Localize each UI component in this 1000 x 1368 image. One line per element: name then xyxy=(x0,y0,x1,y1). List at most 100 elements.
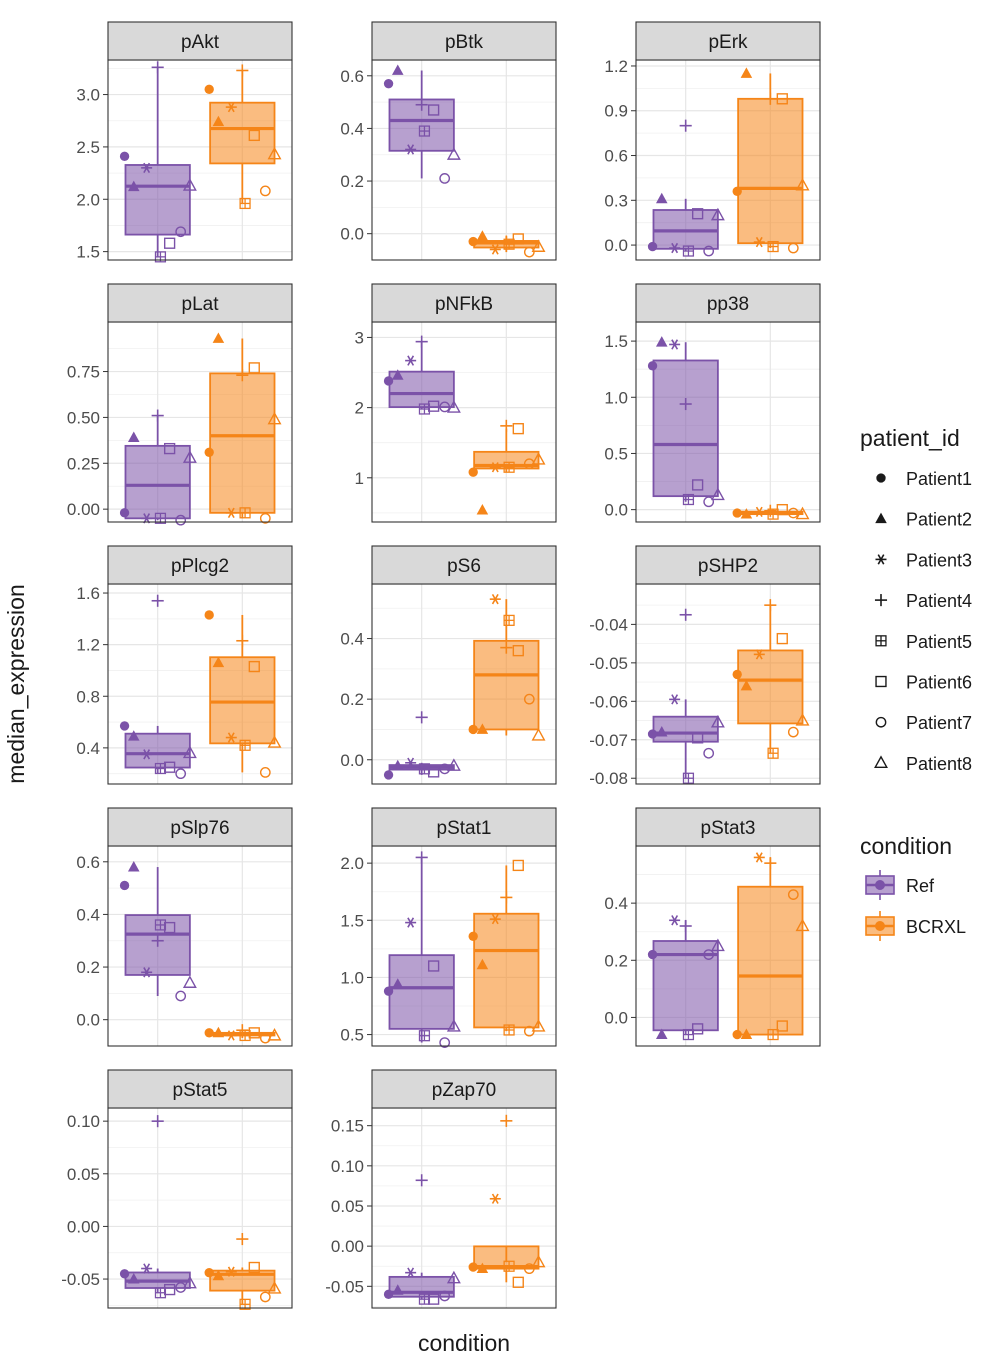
point-Patient8 xyxy=(267,146,282,160)
strip-label: pAkt xyxy=(181,32,220,53)
point-Patient6 xyxy=(512,645,524,657)
point-Patient1 xyxy=(204,1028,214,1038)
y-tick-label: 0.75 xyxy=(67,363,100,382)
y-tick-label: 0.05 xyxy=(67,1165,100,1184)
point-Patient3-stroke xyxy=(143,967,151,978)
point-Patient6 xyxy=(512,423,524,435)
point-Patient4 xyxy=(151,61,164,74)
panel-background xyxy=(372,322,556,522)
point-Patient8 xyxy=(182,1275,197,1289)
point-Patient8 xyxy=(795,506,810,520)
point-Patient2 xyxy=(476,1262,489,1274)
point-Patient7 xyxy=(175,768,187,780)
legend-patient-label: Patient8 xyxy=(906,754,972,774)
point-Patient4 xyxy=(415,98,428,111)
legend-key-shape xyxy=(875,554,887,565)
y-tick-label: -0.05 xyxy=(589,654,628,673)
box-BCRXL xyxy=(204,1233,282,1310)
panel-pSHP2: -0.08 -0.07 -0.06 -0.05 -0.04 pSHP2 xyxy=(589,545,821,788)
point-Patient7 xyxy=(175,226,187,238)
point-Patient4 xyxy=(500,419,513,432)
panel-pStat1: 0.5 1.0 1.5 2.0 pStat1 xyxy=(340,807,557,1048)
point-Patient3-stroke xyxy=(407,355,415,366)
point-Patient8 xyxy=(710,207,725,221)
point-Patient7 xyxy=(523,693,535,705)
legend-patient-label: Patient7 xyxy=(906,713,972,733)
box-Ref xyxy=(383,64,461,184)
point-Patient5 xyxy=(682,493,695,506)
point-Patient7 xyxy=(703,949,715,960)
point-Patient3-stroke xyxy=(671,915,679,926)
y-tick-label: 0.6 xyxy=(604,147,628,166)
point-Patient2 xyxy=(212,656,225,668)
y-tick-label: 0.25 xyxy=(67,454,100,473)
y-tick-label: 0.2 xyxy=(340,172,364,191)
point-Patient7 xyxy=(787,889,799,900)
point-Patient3-stroke xyxy=(227,101,235,113)
point-Patient6 xyxy=(427,104,440,116)
legend-patient-Patient1: Patient1 xyxy=(876,469,972,489)
point-Patient2 xyxy=(740,508,753,519)
point-Patient6 xyxy=(776,503,788,516)
point-Patient5 xyxy=(418,125,431,137)
panel-pStat5: -0.05 0.00 0.05 0.10 pStat5 xyxy=(61,1069,293,1310)
box-body xyxy=(737,885,804,1036)
point-Patient2 xyxy=(655,192,668,204)
point-Patient3-stroke xyxy=(227,1266,235,1277)
point-Patient1 xyxy=(468,467,478,477)
strip-label: pp38 xyxy=(707,294,749,315)
box-Ref xyxy=(647,336,725,508)
point-Patient3 xyxy=(141,967,153,978)
point-Patient4 xyxy=(764,504,777,517)
strip-label: pPlcg2 xyxy=(171,556,229,577)
point-Patient2 xyxy=(391,978,404,989)
y-tick-label: 0.9 xyxy=(604,102,628,121)
point-Patient7 xyxy=(175,514,187,526)
point-Patient2 xyxy=(212,115,225,127)
strip-background xyxy=(371,283,557,323)
point-Patient8 xyxy=(267,1027,282,1041)
point-Patient4 xyxy=(500,235,513,248)
point-Patient8 xyxy=(531,1019,546,1032)
point-Patient4 xyxy=(236,634,249,647)
point-Patient6 xyxy=(163,237,176,249)
point-Patient2 xyxy=(655,336,668,347)
point-Patient5 xyxy=(239,739,251,751)
legend-patient-Patient4: Patient4 xyxy=(874,591,972,611)
point-Patient7 xyxy=(439,401,451,413)
y-tick-label: 0.10 xyxy=(331,1157,364,1176)
point-Patient6 xyxy=(427,400,440,412)
box-body xyxy=(473,639,540,731)
point-Patient3 xyxy=(669,694,681,705)
legend-title-patient: patient_id xyxy=(860,425,960,451)
point-Patient3-stroke xyxy=(407,757,415,768)
y-tick-label: 1.0 xyxy=(340,968,364,987)
legend-key-shape-stroke xyxy=(877,554,885,565)
point-Patient1 xyxy=(204,610,214,620)
box-BCRXL xyxy=(204,1024,282,1044)
strip-label: pLat xyxy=(182,294,220,315)
legend: patient_id Patient1Patient2Patient3Patie… xyxy=(860,425,972,941)
point-Patient3 xyxy=(669,339,681,350)
box-BCRXL xyxy=(204,64,282,210)
point-Patient3-stroke xyxy=(407,144,415,155)
point-Patient4 xyxy=(415,1174,428,1187)
y-tick-label: 0.50 xyxy=(67,408,100,427)
point-Patient4 xyxy=(500,641,513,654)
point-Patient2 xyxy=(127,180,140,192)
strip-background xyxy=(635,807,821,847)
point-Patient1 xyxy=(647,241,658,252)
y-axis-title: median_expression xyxy=(3,584,29,783)
point-Patient7 xyxy=(439,173,451,184)
point-Patient6 xyxy=(512,859,524,872)
y-tick-label: 0.0 xyxy=(340,751,364,770)
point-Patient1 xyxy=(647,361,658,371)
point-Patient1 xyxy=(119,880,130,891)
point-Patient5 xyxy=(767,747,779,759)
y-tick-label: 0.00 xyxy=(67,500,100,519)
point-Patient3 xyxy=(141,749,153,760)
strip-background xyxy=(635,545,821,585)
point-Patient6 xyxy=(248,660,260,673)
point-Patient3 xyxy=(489,244,501,255)
point-Patient3-stroke xyxy=(491,913,499,925)
